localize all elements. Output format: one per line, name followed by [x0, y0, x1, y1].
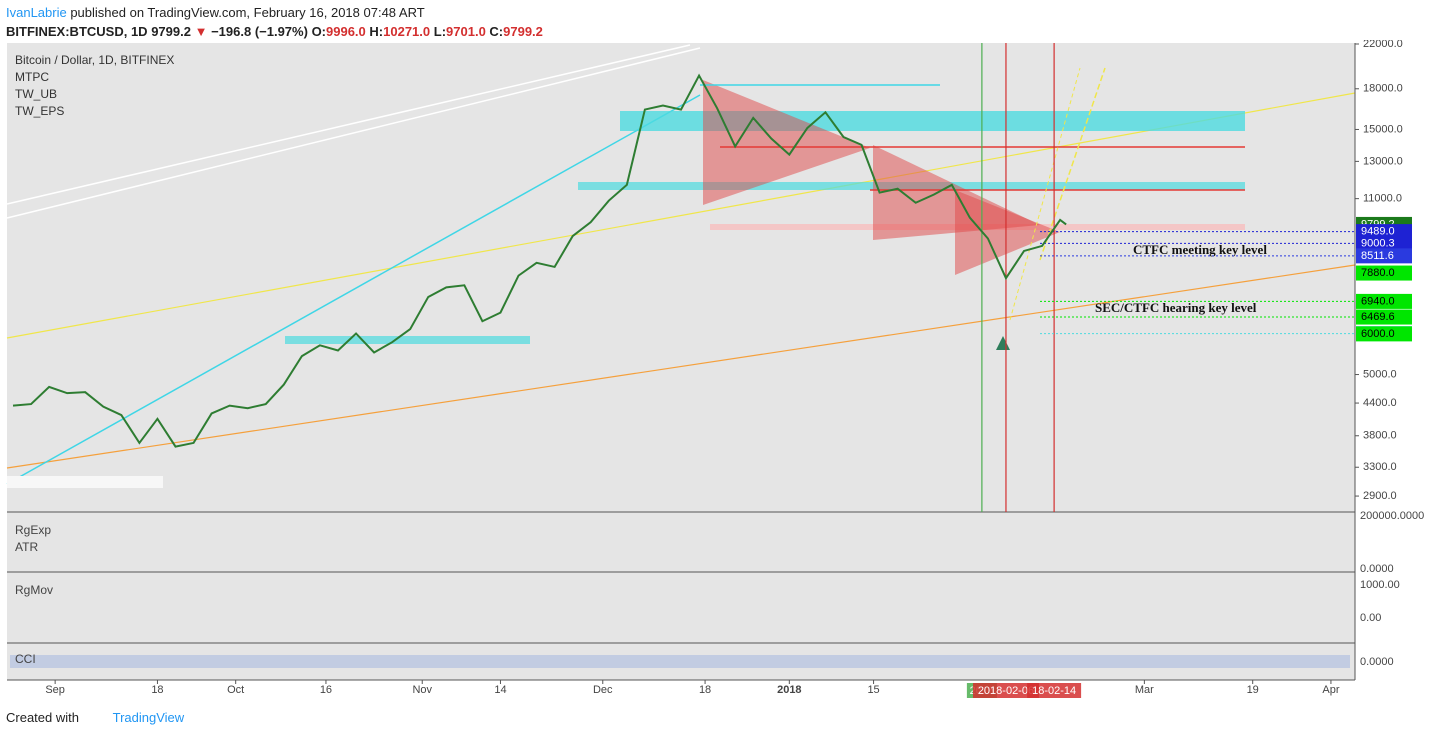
price-badge-label: 6940.0: [1361, 295, 1395, 307]
date-badge: [972, 683, 1039, 698]
symbol: BITFINEX:BTCUSD, 1D: [6, 24, 148, 39]
change: −196.8 (−1.97%): [211, 24, 308, 39]
y-tick-label: 13000.0: [1363, 155, 1403, 167]
pane-tick: 0.00: [1360, 612, 1381, 624]
ohlc-key: L:: [433, 24, 447, 39]
published: published on TradingView.com, February 1…: [66, 5, 425, 20]
pane-label: RgMov: [15, 583, 53, 597]
indicator: TW_EPS: [15, 104, 64, 118]
triangle: [955, 190, 1060, 275]
trendline: [6, 264, 1356, 469]
indicator: MTPC: [15, 70, 49, 84]
x-tick-label: 18: [699, 684, 711, 696]
price-badge: [1356, 309, 1412, 325]
plot-bg: [7, 43, 1355, 680]
ohlc-key: O:: [311, 24, 327, 39]
x-tick-label: Nov: [412, 684, 432, 696]
price-badge: [1356, 265, 1412, 281]
pane-tick: 0.0000: [1360, 563, 1394, 575]
x-tick-label: 18: [151, 684, 163, 696]
cci-band: [10, 655, 1350, 668]
footer: Created with TradingView: [6, 710, 184, 725]
trendline: [6, 44, 691, 205]
x-tick-label: Mar: [1135, 684, 1154, 696]
x-tick-label: 14: [494, 684, 506, 696]
price-badge: [1356, 248, 1412, 264]
price-badge: [1356, 326, 1412, 342]
y-tick-label: 22000.0: [1363, 40, 1403, 50]
quote-line: BITFINEX:BTCUSD, 1D 9799.2 ▼ −196.8 (−1.…: [6, 22, 543, 41]
zone: [7, 476, 163, 488]
pane-tick: 1000.00: [1360, 579, 1400, 591]
annotation: SEC/CTFC hearing key level: [1095, 300, 1257, 315]
price-badge-label: 7880.0: [1361, 267, 1395, 279]
price-badge-label: 8511.6: [1361, 250, 1394, 262]
x-tick-label: 16: [320, 684, 332, 696]
pane-label: RgExp: [15, 523, 51, 537]
price-badge-label: 6000.0: [1361, 328, 1395, 340]
y-tick-label: 15000.0: [1363, 123, 1403, 135]
x-tick-label: Oct: [227, 684, 244, 696]
price-line: [12, 73, 1067, 448]
projection: [1039, 67, 1106, 261]
y-tick-label: 5000.0: [1363, 368, 1397, 380]
publish-line: IvanLabrie published on TradingView.com,…: [6, 3, 543, 22]
price-badge-label: 9000.3: [1361, 237, 1395, 249]
created: Created with: [6, 710, 79, 725]
ohlc-value: 9701.0: [446, 24, 486, 39]
ohlc: O:9996.0 H:10271.0 L:9701.0 C:9799.2: [312, 24, 543, 39]
price-badge-label: 6469.6: [1361, 311, 1395, 323]
decor: [6, 43, 1356, 681]
header: IvanLabrie published on TradingView.com,…: [6, 3, 543, 41]
arrow: ▼: [194, 24, 208, 39]
price-badge: [1356, 293, 1412, 309]
pane-tick: 0.0000: [1360, 656, 1394, 668]
triangle: [703, 80, 870, 205]
indicator: TW_UB: [15, 87, 57, 101]
projection: [1009, 67, 1081, 321]
ohlc-value: 10271.0: [383, 24, 431, 39]
pane-tick: 200000.0000: [1360, 510, 1424, 522]
trendline: [6, 94, 701, 485]
x-tick-label: Dec: [593, 684, 613, 696]
price-badge-label: 9489.0: [1361, 226, 1395, 238]
x-tick-label: 2018: [777, 684, 801, 696]
chart-title: Bitcoin / Dollar, 1D, BITFINEX: [15, 53, 174, 67]
price-badge: [1356, 235, 1412, 251]
pane-label: ATR: [15, 540, 38, 554]
ohlc-key: H:: [369, 24, 384, 39]
date-badge: [1027, 683, 1082, 698]
x-tick-label: Sep: [45, 684, 65, 696]
x-tick-label: 15: [867, 684, 879, 696]
y-tick-label: 18000.0: [1363, 83, 1403, 95]
author[interactable]: IvanLabrie: [6, 5, 67, 20]
ohlc-value: 9799.2: [503, 24, 543, 39]
trendline: [6, 47, 701, 219]
pane-label: CCI: [15, 652, 36, 666]
y-tick-label: 2900.0: [1363, 490, 1397, 502]
y-tick-label: 3300.0: [1363, 461, 1397, 473]
zone: [285, 336, 530, 344]
y-tick-label: 11000.0: [1363, 193, 1402, 205]
price-badge: [1356, 224, 1412, 240]
last: 9799.2: [151, 24, 191, 39]
brand[interactable]: TradingView: [112, 710, 185, 725]
y-tick-label: 3800.0: [1363, 430, 1397, 442]
x-tick-label: Apr: [1322, 684, 1339, 696]
date-badge-label: 18-02-14: [1032, 685, 1076, 697]
ohlc-key: C:: [489, 24, 504, 39]
chart: Bitcoin / Dollar, 1D, BITFINEX MTPC TW_U…: [6, 40, 1424, 698]
x-tick-label: 19: [1247, 684, 1259, 696]
trendline: [6, 92, 1356, 339]
ohlc-value: 9996.0: [326, 24, 366, 39]
annotation: CTFC meeting key level: [1133, 242, 1267, 257]
y-tick-label: 4400.0: [1363, 397, 1397, 409]
date-badge-label: 2018-02-06: [978, 685, 1034, 697]
